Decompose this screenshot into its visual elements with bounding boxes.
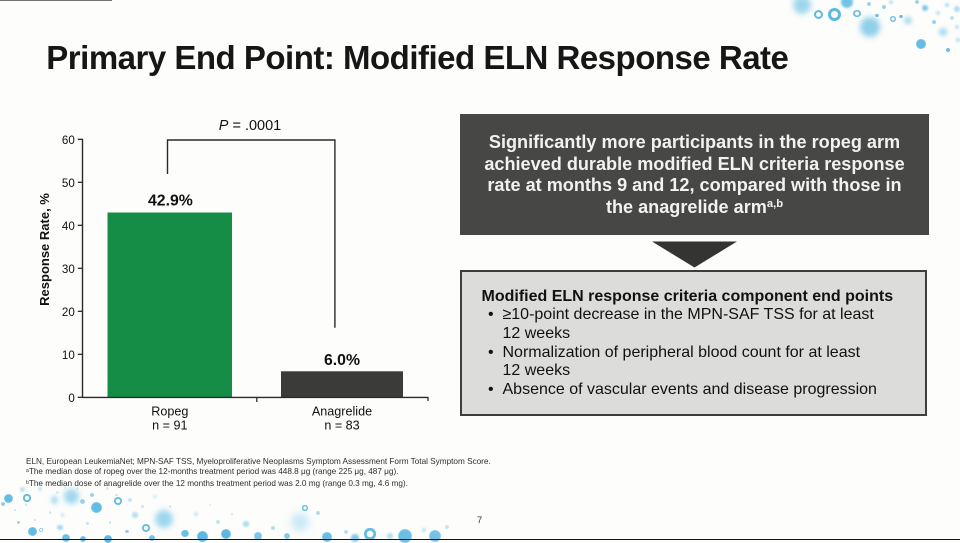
svg-text:10: 10	[62, 349, 75, 362]
svg-text:42.9%: 42.9%	[148, 193, 193, 210]
svg-text:30: 30	[62, 263, 75, 276]
svg-text:Anagrelide: Anagrelide	[312, 405, 372, 419]
svg-text:Response Rate, %: Response Rate, %	[37, 193, 52, 306]
svg-text:Ropeg: Ropeg	[151, 405, 188, 419]
svg-text:40: 40	[62, 220, 75, 233]
svg-text:60: 60	[62, 134, 75, 147]
svg-text:n = 83: n = 83	[324, 419, 359, 433]
svg-text:P = .0001: P = .0001	[219, 118, 281, 134]
svg-text:6.0%: 6.0%	[324, 352, 360, 369]
svg-text:20: 20	[62, 306, 75, 319]
svg-text:0: 0	[68, 392, 74, 405]
svg-text:n = 91: n = 91	[152, 419, 187, 433]
svg-text:50: 50	[62, 177, 75, 190]
